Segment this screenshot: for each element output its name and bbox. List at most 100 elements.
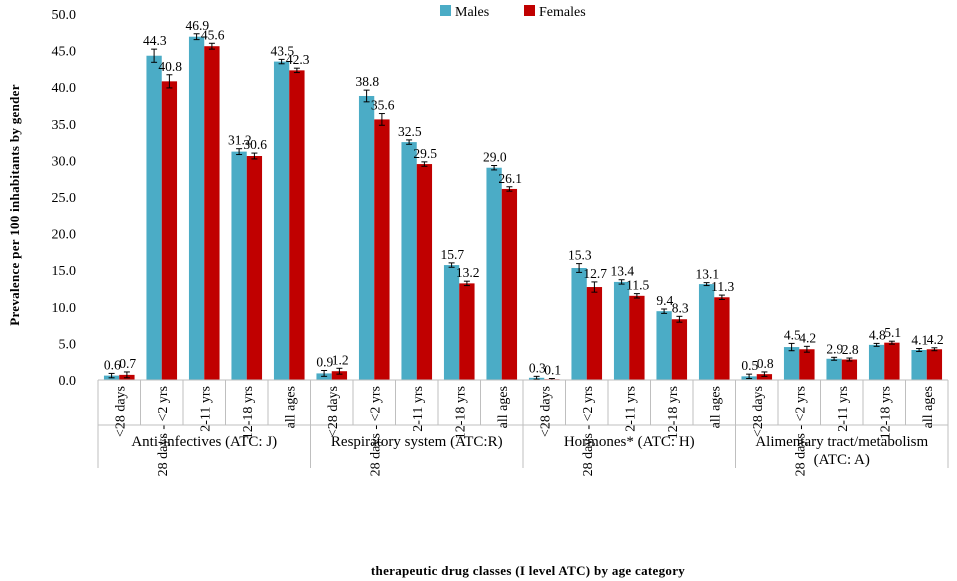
male-value-label: 2.9 — [826, 341, 843, 356]
female-bar — [586, 287, 603, 380]
male-bar — [358, 95, 375, 380]
legend: Males Females — [440, 5, 586, 20]
male-bar — [868, 344, 885, 380]
category-label: all ages — [708, 386, 723, 428]
female-bar — [161, 81, 178, 381]
female-bar — [374, 119, 390, 381]
category-label: <28 days — [538, 386, 553, 437]
category-label: all ages — [921, 386, 936, 428]
male-value-label: 29.0 — [483, 150, 507, 165]
male-bar — [911, 349, 927, 380]
female-value-label: 35.6 — [371, 98, 395, 113]
group-label: Anti-infectives (ATC: J) — [131, 434, 277, 450]
category-label: 2-11 yrs — [198, 386, 213, 432]
male-value-label: 43.5 — [271, 43, 295, 58]
male-bar — [656, 311, 672, 380]
legend-label-females: Females — [539, 5, 586, 20]
male-value-label: 9.4 — [656, 293, 673, 308]
female-bar — [629, 295, 645, 380]
category-label: <28 days — [113, 386, 128, 437]
group-label: Alimentary tract/metabolism — [755, 434, 928, 450]
male-bar — [273, 61, 290, 381]
male-value-label: 0.3 — [529, 360, 546, 375]
y-tick-label: 15.0 — [52, 264, 77, 279]
female-value-label: 0.7 — [119, 356, 136, 371]
male-value-label: 32.5 — [398, 124, 422, 139]
y-tick-label: 20.0 — [52, 228, 77, 243]
category-label: 2-11 yrs — [836, 386, 851, 432]
female-bar — [416, 164, 433, 380]
y-axis-title: Prevalence per 100 inhabitants by gender — [7, 84, 22, 326]
female-value-label: 42.3 — [286, 52, 310, 67]
female-value-label: 8.3 — [672, 300, 689, 315]
x-axis: <28 days 28 days - <2 yrs 2-11 yrs 12-18 yr… — [97, 379, 949, 476]
female-bar — [884, 342, 900, 380]
category-label: 12-18 yrs — [241, 386, 256, 439]
y-tick-label: 5.0 — [59, 337, 77, 352]
male-bar — [188, 36, 205, 380]
male-value-label: 15.7 — [441, 247, 465, 262]
category-label: <28 days — [326, 386, 341, 437]
category-label: 28 days - <2 yrs — [368, 386, 383, 476]
female-value-label: 40.8 — [158, 59, 182, 74]
male-value-label: 13.4 — [611, 264, 635, 279]
female-value-label: 5.1 — [884, 325, 901, 340]
group-label: Hormones* (ATC: H) — [564, 434, 695, 450]
female-value-label: 26.1 — [498, 171, 522, 186]
male-bar — [613, 281, 630, 380]
female-value-label: 13.2 — [456, 265, 480, 280]
category-label: 28 days - <2 yrs — [581, 386, 596, 476]
data-labels: 0.60.7 44.3 40.8 46.945.6 31.230.6 43.542.3 0.… — [104, 18, 944, 378]
male-value-label: 4.1 — [911, 333, 928, 348]
male-bar — [486, 167, 502, 380]
male-value-label: 13.1 — [696, 267, 720, 282]
female-value-label: 29.5 — [413, 146, 437, 161]
female-bar — [756, 374, 773, 380]
male-bar — [146, 55, 162, 380]
female-bar — [204, 46, 220, 380]
y-tick-label: 25.0 — [52, 191, 77, 206]
category-label: 28 days - <2 yrs — [156, 386, 171, 476]
category-label: 28 days - <2 yrs — [793, 386, 808, 476]
group-label: (ATC: A) — [814, 452, 870, 468]
legend-swatch-males — [440, 5, 451, 16]
female-bar — [331, 371, 348, 380]
male-bar — [698, 284, 715, 380]
category-label: <28 days — [751, 386, 766, 437]
y-tick-label: 30.0 — [52, 154, 77, 169]
male-value-label: 0.9 — [316, 354, 333, 369]
female-value-label: 45.6 — [201, 27, 225, 42]
female-value-label: 11.5 — [626, 278, 649, 293]
female-value-label: 12.7 — [583, 266, 607, 281]
female-bar — [841, 359, 858, 380]
category-label: 2-11 yrs — [623, 386, 638, 432]
error-bars — [108, 33, 938, 381]
legend-swatch-females — [524, 5, 535, 16]
category-label: all ages — [496, 386, 511, 428]
y-tick-label: 10.0 — [52, 301, 77, 316]
y-axis-ticks: 0.0 5.0 10.0 15.0 20.0 25.0 30.0 35.0 40.0 45.0 50… — [52, 8, 77, 389]
group-label: Respiratory system (ATC:R) — [331, 434, 503, 450]
male-value-label: 4.5 — [784, 327, 801, 342]
male-bar — [571, 268, 587, 380]
male-value-label: 4.8 — [869, 327, 886, 342]
y-tick-label: 0.0 — [59, 374, 77, 389]
male-bar — [826, 358, 842, 380]
male-value-label: 31.2 — [228, 133, 252, 148]
female-bar — [714, 297, 730, 380]
female-value-label: 0.1 — [544, 363, 561, 378]
female-value-label: 11.3 — [711, 279, 734, 294]
female-value-label: 4.2 — [927, 332, 944, 347]
female-bar — [501, 188, 518, 380]
y-tick-label: 40.0 — [52, 81, 77, 96]
legend-label-males: Males — [455, 5, 489, 20]
female-value-label: 30.6 — [243, 137, 267, 152]
x-axis-title: therapeutic drug classes (I level ATC) b… — [371, 563, 685, 578]
category-label: all ages — [283, 386, 298, 428]
category-label: 12-18 yrs — [666, 386, 681, 439]
female-bar — [246, 156, 263, 380]
male-value-label: 0.5 — [741, 358, 758, 373]
y-tick-label: 35.0 — [52, 118, 77, 133]
male-value-label: 15.3 — [568, 248, 592, 263]
